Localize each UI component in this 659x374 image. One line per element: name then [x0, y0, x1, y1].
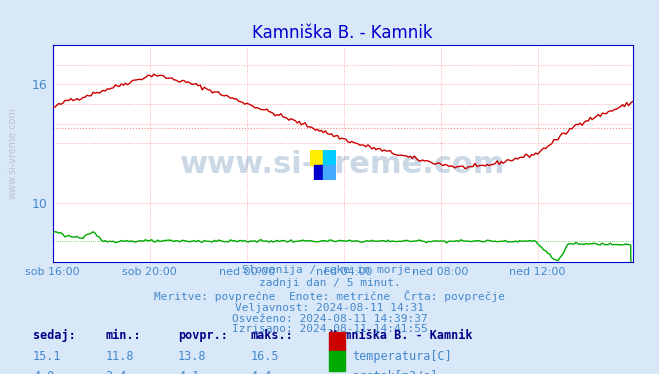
Title: Kamniška B. - Kamnik: Kamniška B. - Kamnik: [252, 24, 433, 42]
Text: 4.1: 4.1: [178, 370, 199, 374]
Text: 11.8: 11.8: [105, 350, 134, 364]
Text: min.:: min.:: [105, 329, 141, 343]
Text: Meritve: povprečne  Enote: metrične  Črta: povprečje: Meritve: povprečne Enote: metrične Črta:…: [154, 290, 505, 303]
Text: 3.4: 3.4: [105, 370, 127, 374]
Text: Veljavnost: 2024-08-11 14:31: Veljavnost: 2024-08-11 14:31: [235, 303, 424, 313]
Bar: [314, 165, 323, 180]
Text: 4.4: 4.4: [250, 370, 272, 374]
Bar: [323, 165, 336, 180]
Text: 16.5: 16.5: [250, 350, 279, 364]
Text: Osveženo: 2024-08-11 14:39:37: Osveženo: 2024-08-11 14:39:37: [231, 314, 428, 324]
Text: 4.0: 4.0: [33, 370, 54, 374]
Text: sedaj:: sedaj:: [33, 329, 76, 343]
Text: www.si-vreme.com: www.si-vreme.com: [7, 107, 17, 199]
Bar: [310, 150, 323, 165]
FancyBboxPatch shape: [329, 351, 345, 371]
Text: povpr.:: povpr.:: [178, 329, 228, 343]
Text: maks.:: maks.:: [250, 329, 293, 343]
Text: Izrisano: 2024-08-11 14:41:55: Izrisano: 2024-08-11 14:41:55: [231, 324, 428, 334]
Text: zadnji dan / 5 minut.: zadnji dan / 5 minut.: [258, 278, 401, 288]
FancyBboxPatch shape: [329, 332, 345, 352]
Bar: [323, 150, 336, 165]
Text: Kamniška B. - Kamnik: Kamniška B. - Kamnik: [330, 329, 472, 343]
Text: 15.1: 15.1: [33, 350, 61, 364]
Text: 13.8: 13.8: [178, 350, 206, 364]
Text: temperatura[C]: temperatura[C]: [353, 350, 452, 364]
Text: pretok[m3/s]: pretok[m3/s]: [353, 370, 438, 374]
Text: Slovenija / reke in morje.: Slovenija / reke in morje.: [242, 265, 417, 275]
Text: www.si-vreme.com: www.si-vreme.com: [180, 150, 505, 179]
